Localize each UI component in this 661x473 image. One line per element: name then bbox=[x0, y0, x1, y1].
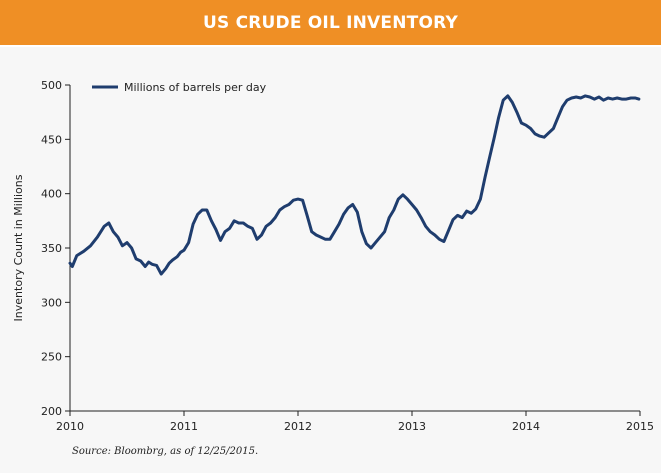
x-tick-label: 2014 bbox=[512, 420, 540, 433]
y-tick-label: 450 bbox=[41, 133, 62, 146]
legend: Millions of barrels per day bbox=[92, 81, 267, 94]
x-tick-label: 2010 bbox=[56, 420, 84, 433]
legend-label: Millions of barrels per day bbox=[124, 81, 267, 94]
y-tick-label: 350 bbox=[41, 242, 62, 255]
axes bbox=[69, 85, 640, 412]
chart-panel bbox=[0, 47, 661, 473]
series-layer bbox=[68, 94, 641, 276]
y-tick-label: 200 bbox=[41, 405, 62, 418]
source-note: Source: Bloombrg, as of 12/25/2015. bbox=[72, 446, 259, 457]
chart-title: US CRUDE OIL INVENTORY bbox=[203, 12, 458, 33]
chart-title-bar: US CRUDE OIL INVENTORY bbox=[0, 0, 661, 45]
y-tick-label: 250 bbox=[41, 351, 62, 364]
y-tick-label: 400 bbox=[41, 188, 62, 201]
y-tick-label: 300 bbox=[41, 296, 62, 309]
y-tick-label: 500 bbox=[41, 79, 62, 92]
tick-marks: 200 250 300 350 400 450 500 2010 2011 2012 2013 201… bbox=[41, 79, 654, 433]
x-tick-label: 2011 bbox=[170, 420, 198, 433]
x-tick-label: 2013 bbox=[398, 420, 426, 433]
y-axis-title: Inventory Count in Millions bbox=[12, 174, 25, 321]
x-tick-label: 2015 bbox=[626, 420, 654, 433]
series-line bbox=[68, 94, 641, 276]
x-tick-label: 2012 bbox=[284, 420, 312, 433]
